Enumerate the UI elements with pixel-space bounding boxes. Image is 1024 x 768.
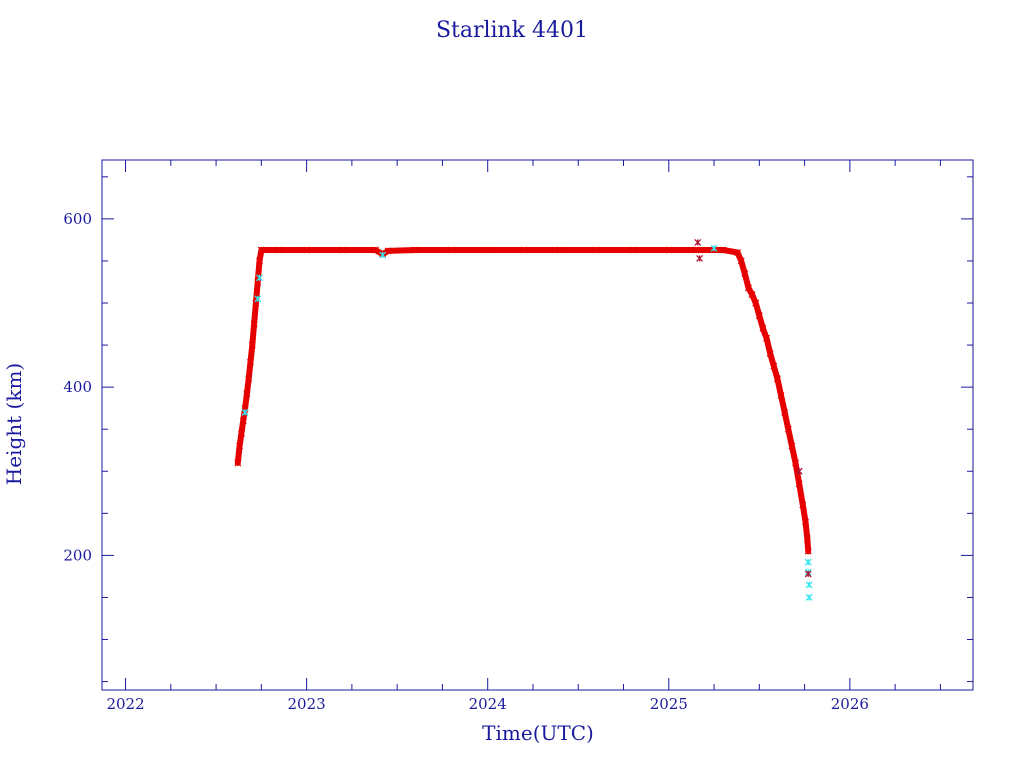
- data-point: [411, 246, 419, 254]
- data-point: [777, 392, 785, 400]
- data-point: [804, 570, 812, 578]
- data-point: [239, 417, 247, 425]
- data-point: [256, 257, 264, 265]
- data-point: [795, 467, 803, 475]
- data-point: [275, 246, 283, 254]
- data-point: [250, 320, 258, 328]
- x-tick-label: 2026: [831, 695, 869, 713]
- data-point: [737, 257, 745, 265]
- data-point: [556, 246, 564, 254]
- data-point: [763, 334, 771, 342]
- data-point: [236, 442, 244, 450]
- axes-group: 2022 2023 2024 2025 2026 200 400 600: [63, 159, 974, 713]
- data-point: [773, 375, 781, 383]
- data-point: [303, 246, 311, 254]
- data-point: [788, 442, 796, 450]
- data-point: [799, 501, 807, 509]
- data-point: [719, 246, 727, 254]
- data-point: [804, 558, 812, 566]
- y-tick-label: 600: [63, 210, 92, 228]
- data-point: [256, 274, 264, 282]
- data-point: [744, 284, 752, 292]
- data-point: [741, 270, 749, 278]
- data-point: [665, 246, 673, 254]
- y-tick-label: 200: [63, 546, 92, 564]
- data-point: [805, 594, 813, 601]
- data-point: [694, 238, 702, 246]
- data-point: [234, 459, 242, 467]
- data-point: [254, 295, 262, 303]
- data-point: [748, 291, 756, 299]
- data-point: [795, 480, 803, 488]
- data-point: [803, 535, 811, 543]
- plot-frame: [101, 159, 974, 691]
- data-point: [802, 518, 809, 526]
- data-point: [520, 246, 528, 254]
- x-tick-label: 2024: [469, 695, 507, 713]
- data-point: [770, 362, 778, 370]
- series-line: [237, 249, 809, 552]
- data-point: [243, 390, 251, 398]
- data-point: [804, 547, 812, 555]
- data-point: [752, 299, 760, 307]
- data-point: [629, 246, 637, 254]
- data-point: [759, 324, 767, 332]
- y-tick-label: 400: [63, 378, 92, 396]
- data-group: [234, 238, 813, 601]
- x-axis-label: Time(UTC): [482, 721, 594, 745]
- data-point: [339, 246, 347, 254]
- data-point: [766, 350, 774, 357]
- data-point: [248, 341, 256, 349]
- x-tick-label: 2022: [106, 695, 144, 713]
- data-point: [245, 375, 253, 383]
- data-point: [371, 246, 379, 254]
- data-point: [247, 358, 254, 366]
- data-point: [241, 408, 249, 416]
- data-point: [692, 246, 700, 254]
- data-point: [755, 312, 763, 320]
- data-point: [379, 251, 387, 259]
- data-point: [696, 254, 704, 262]
- data-point: [384, 247, 392, 255]
- data-point: [592, 246, 600, 254]
- data-point: [805, 581, 813, 589]
- data-point: [781, 408, 789, 416]
- chart-title: Starlink 4401: [436, 18, 588, 43]
- x-tick-label: 2025: [650, 695, 688, 713]
- data-point: [257, 246, 265, 254]
- data-point: [792, 459, 800, 467]
- data-point: [484, 246, 492, 254]
- data-point: [784, 425, 792, 433]
- data-point: [734, 249, 742, 256]
- x-tick-label: 2023: [288, 695, 326, 713]
- data-point: [237, 429, 245, 437]
- series-band: [234, 247, 812, 555]
- data-point: [448, 246, 455, 254]
- y-axis-label: Height (km): [2, 363, 26, 485]
- data-point: [710, 244, 718, 252]
